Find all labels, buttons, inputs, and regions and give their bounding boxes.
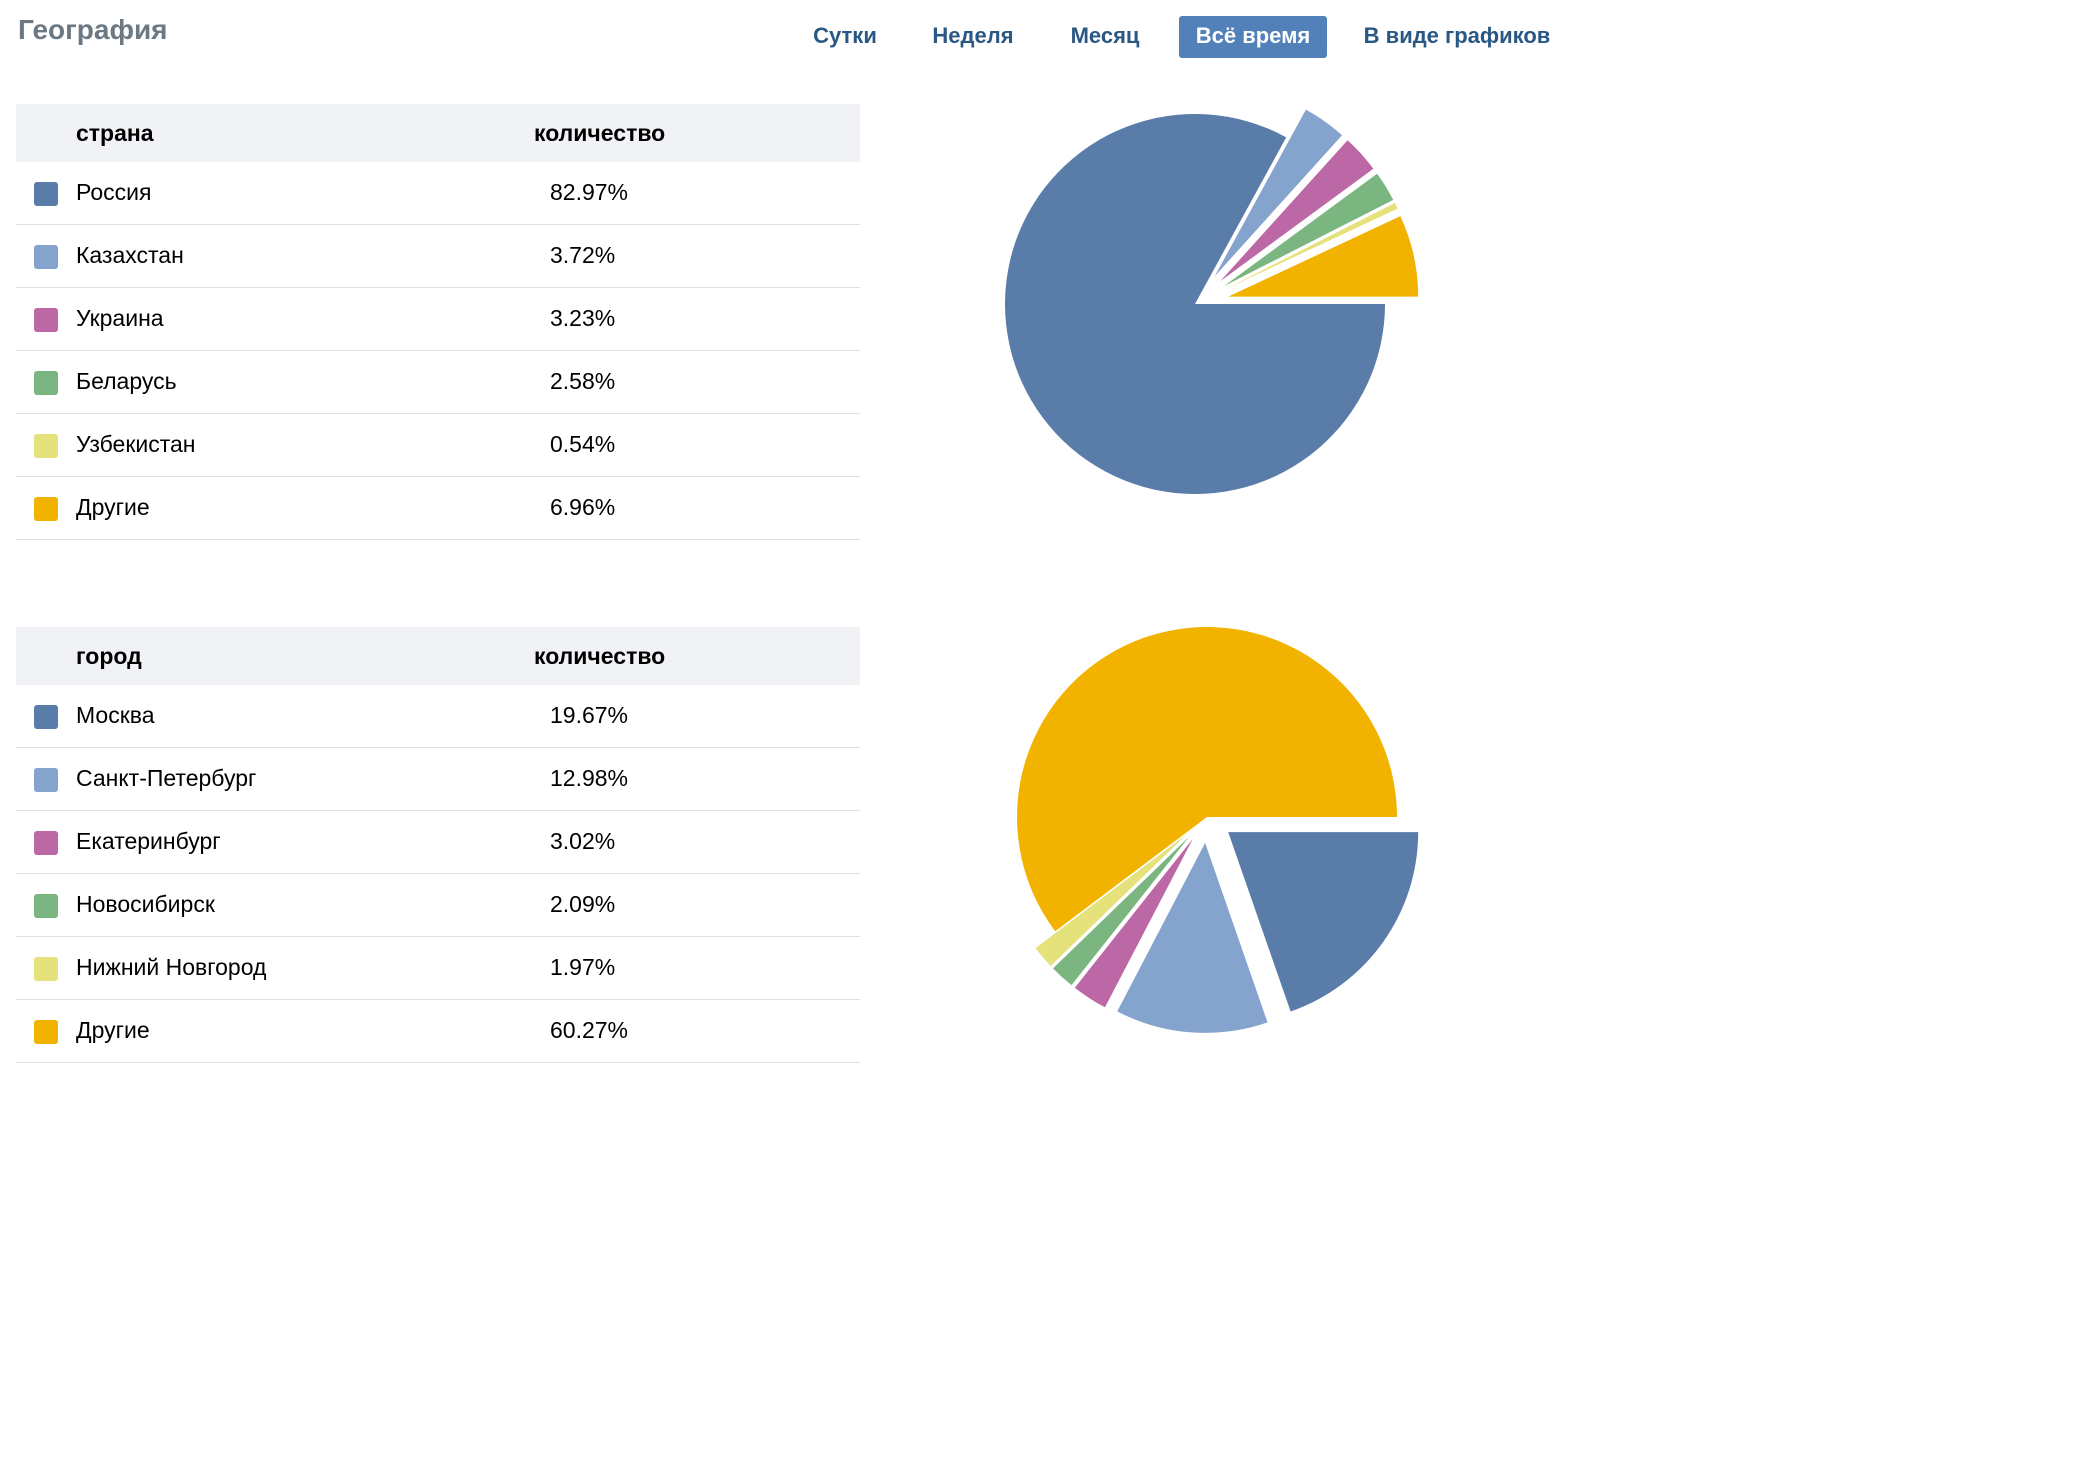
table-row: Узбекистан 0.54% [16,414,860,477]
row-label: Екатеринбург [76,828,221,854]
row-value: 12.98% [550,765,629,791]
row-value: 1.97% [550,954,616,980]
row-value: 3.23% [550,305,616,331]
legend-swatch [34,957,58,981]
legend-swatch [34,1020,58,1044]
pie-slice-4 [1223,173,1394,287]
pie-slice-6 [1017,627,1397,932]
tab-all-time[interactable]: Всё время [1179,16,1327,58]
table-row: Россия 82.97% [16,162,860,225]
column-header-amount: количество [534,120,666,146]
countries-table: страна количество Россия 82.97% Казахста… [16,104,860,540]
table-header: страна количество [16,104,860,162]
legend-swatch [34,182,58,206]
legend-swatch [34,705,58,729]
row-label: Узбекистан [76,431,196,457]
countries-pie-chart [1005,109,1419,495]
pie-slice-2 [1214,109,1343,277]
row-label: Санкт-Петербург [76,765,257,791]
row-value: 60.27% [550,1017,629,1043]
pie-slice-1 [1228,832,1419,1012]
legend-swatch [34,434,58,458]
page-title: География [18,14,168,45]
row-value: 82.97% [550,179,629,205]
row-label: Россия [76,179,152,205]
row-label: Другие [76,1017,150,1043]
pie-slice-3 [1220,140,1374,282]
table-row: Санкт-Петербург 12.98% [16,748,860,811]
row-label: Беларусь [76,368,177,394]
column-header-amount: количество [534,643,666,669]
table-row: Украина 3.23% [16,288,860,351]
cities-pie-chart [1017,627,1419,1033]
table-row: Нижний Новгород 1.97% [16,937,860,1000]
column-header-city: город [76,643,142,669]
row-label: Другие [76,494,150,520]
row-value: 6.96% [550,494,616,520]
row-value: 2.09% [550,891,616,917]
row-value: 3.02% [550,828,616,854]
pie-slice-5 [1225,202,1398,290]
row-label: Новосибирск [76,891,215,917]
tab-day[interactable]: Сутки [813,23,877,48]
table-row: Беларусь 2.58% [16,351,860,414]
pie-slice-2 [1117,842,1268,1033]
table-row: Новосибирск 2.09% [16,874,860,937]
legend-swatch [34,371,58,395]
legend-swatch [34,894,58,918]
pie-slice-3 [1074,838,1193,1008]
row-label: Нижний Новгород [76,954,267,980]
row-value: 3.72% [550,242,616,268]
table-row: Другие 6.96% [16,477,860,540]
table-row: Москва 19.67% [16,685,860,748]
period-tabs: Сутки Неделя Месяц Всё время В виде граф… [0,16,1568,58]
table-row: Казахстан 3.72% [16,225,860,288]
legend-swatch [34,497,58,521]
row-label: Казахстан [76,242,184,268]
tab-charts-view[interactable]: В виде графиков [1363,23,1551,48]
tab-week[interactable]: Неделя [932,23,1014,48]
row-value: 2.58% [550,368,616,394]
cities-table: город количество Москва 19.67% Санкт-Пет… [16,627,860,1063]
legend-swatch [34,831,58,855]
table-row: Другие 60.27% [16,1000,860,1063]
row-label: Москва [76,702,155,728]
row-value: 0.54% [550,431,616,457]
row-label: Украина [76,305,164,331]
legend-swatch [34,768,58,792]
column-header-country: страна [76,120,154,146]
pie-slice-6 [1228,216,1419,297]
legend-swatch [34,308,58,332]
pie-slice-1 [1005,113,1385,495]
tab-month[interactable]: Месяц [1070,23,1140,48]
pie-slice-4 [1053,836,1190,986]
row-value: 19.67% [550,702,629,728]
table-header: город количество [16,627,860,685]
pie-slice-5 [1035,833,1188,967]
legend-swatch [34,245,58,269]
table-row: Екатеринбург 3.02% [16,811,860,874]
